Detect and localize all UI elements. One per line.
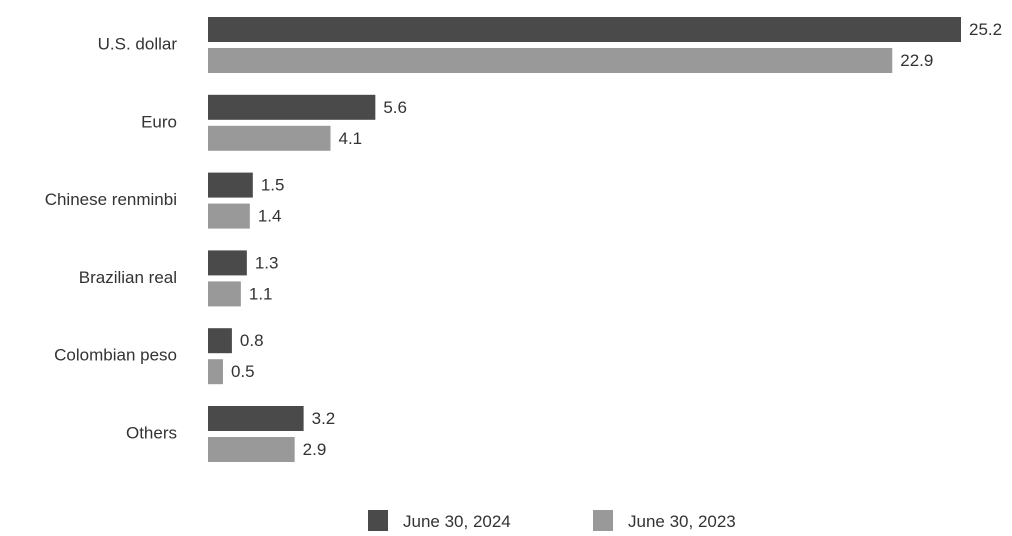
data-label: 0.5 (231, 362, 255, 381)
legend: June 30, 2024 June 30, 2023 (368, 510, 736, 531)
legend-label: June 30, 2023 (628, 512, 736, 531)
data-label: 22.9 (900, 51, 933, 70)
data-label: 1.4 (258, 207, 282, 226)
data-label: 1.1 (249, 284, 273, 303)
data-label: 2.9 (303, 440, 327, 459)
bar-series-2 (208, 281, 241, 307)
category-label: Brazilian real (79, 268, 177, 287)
data-label: 3.2 (312, 409, 336, 428)
bar-series-1 (208, 406, 304, 431)
data-label: 4.1 (339, 129, 363, 148)
bar-series-2 (208, 203, 250, 229)
legend-label: June 30, 2024 (403, 512, 511, 531)
bars (208, 17, 961, 462)
data-label: 1.5 (261, 176, 285, 195)
bar-series-2 (208, 125, 331, 151)
data-label: 25.2 (969, 20, 1002, 39)
category-label: Colombian peso (54, 346, 177, 365)
category-label: U.S. dollar (98, 34, 178, 53)
category-label: Chinese renminbi (45, 190, 177, 209)
bar-series-1 (208, 17, 961, 42)
data-label: 5.6 (383, 98, 407, 117)
bar-series-1 (208, 94, 376, 120)
legend-swatch (593, 510, 613, 531)
bar-series-2 (208, 437, 295, 462)
bar-series-2 (208, 48, 893, 73)
bar-series-1 (208, 172, 253, 198)
legend-swatch (368, 510, 388, 531)
category-label: Euro (141, 112, 177, 131)
data-label: 0.8 (240, 331, 264, 350)
bar-series-2 (208, 359, 223, 385)
category-label: Others (126, 423, 177, 442)
category-labels: U.S. dollar Euro Chinese renminbi Brazilian… (45, 34, 178, 442)
value-labels: 25.2 22.9 5.6 4.1 1.5 1.4 1.3 1.1 0.8 0.5 3.2 2.9 (231, 20, 1002, 459)
data-label: 1.3 (255, 253, 279, 272)
bar-series-1 (208, 328, 232, 354)
bar-series-1 (208, 250, 247, 276)
